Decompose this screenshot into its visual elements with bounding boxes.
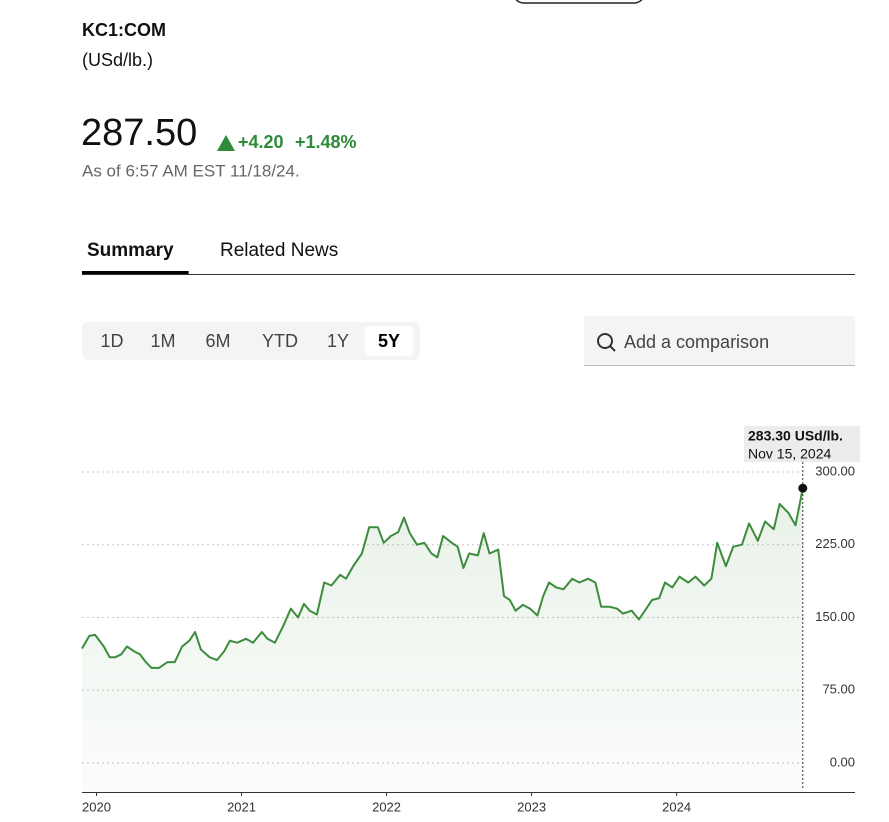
top-button[interactable]	[513, 0, 645, 4]
search-placeholder: Add a comparison	[624, 332, 769, 352]
tabs: Summary Related News	[82, 240, 338, 274]
timestamp: As of 6:57 AM EST 11/18/24.	[82, 161, 300, 180]
y-tick-label: 225.00	[815, 536, 855, 551]
unit: (USd/lb.)	[82, 50, 153, 70]
symbol: KC1:COM	[82, 20, 166, 40]
tooltip-box	[744, 426, 860, 462]
area	[82, 488, 803, 792]
ranges: 1D 1M 6M YTD 1Y 5Y	[100, 326, 413, 356]
x-tick-label: 2021	[227, 799, 256, 814]
up-arrow	[217, 135, 235, 151]
x-tick-label: 2022	[372, 799, 401, 814]
search-icon-handle	[609, 345, 616, 352]
x-tick-label: 2023	[517, 799, 546, 814]
tab[interactable]: Summary	[87, 240, 174, 261]
change: +4.20	[238, 132, 284, 152]
tab[interactable]: Related News	[220, 240, 338, 261]
x-tick-label: 2024	[662, 799, 691, 814]
tooltip-date: Nov 15, 2024	[748, 446, 831, 462]
tab-underline	[82, 271, 189, 274]
y-tick-label: 150.00	[815, 609, 855, 624]
search-icon	[597, 333, 613, 349]
range-button[interactable]: YTD	[262, 331, 298, 351]
price: 287.50	[81, 112, 197, 154]
tooltip-value: 283.30 USd/lb.	[748, 428, 843, 444]
price-line	[81, 488, 804, 669]
x-tick-label: 2020	[82, 799, 111, 814]
range-button[interactable]: 5Y	[378, 331, 400, 351]
search-box[interactable]: Add a comparison	[584, 316, 855, 366]
y-tick-label: 75.00	[822, 682, 855, 697]
search-field[interactable]	[584, 316, 855, 366]
range-button[interactable]: 1D	[100, 331, 123, 351]
y-tick-label: 0.00	[830, 754, 855, 769]
change-pct: +1.48%	[295, 132, 357, 152]
chart: 0.00 75.00 150.00 225.00 300.00 2020 2021 2022 2…	[81, 426, 860, 814]
last-point	[798, 483, 808, 493]
y-tick-label: 300.00	[815, 463, 855, 478]
range-button[interactable]: 1M	[150, 331, 175, 351]
range-group	[82, 322, 420, 360]
range-button[interactable]: 1Y	[327, 331, 349, 351]
range-selected	[365, 326, 413, 356]
range-button[interactable]: 6M	[205, 331, 230, 351]
